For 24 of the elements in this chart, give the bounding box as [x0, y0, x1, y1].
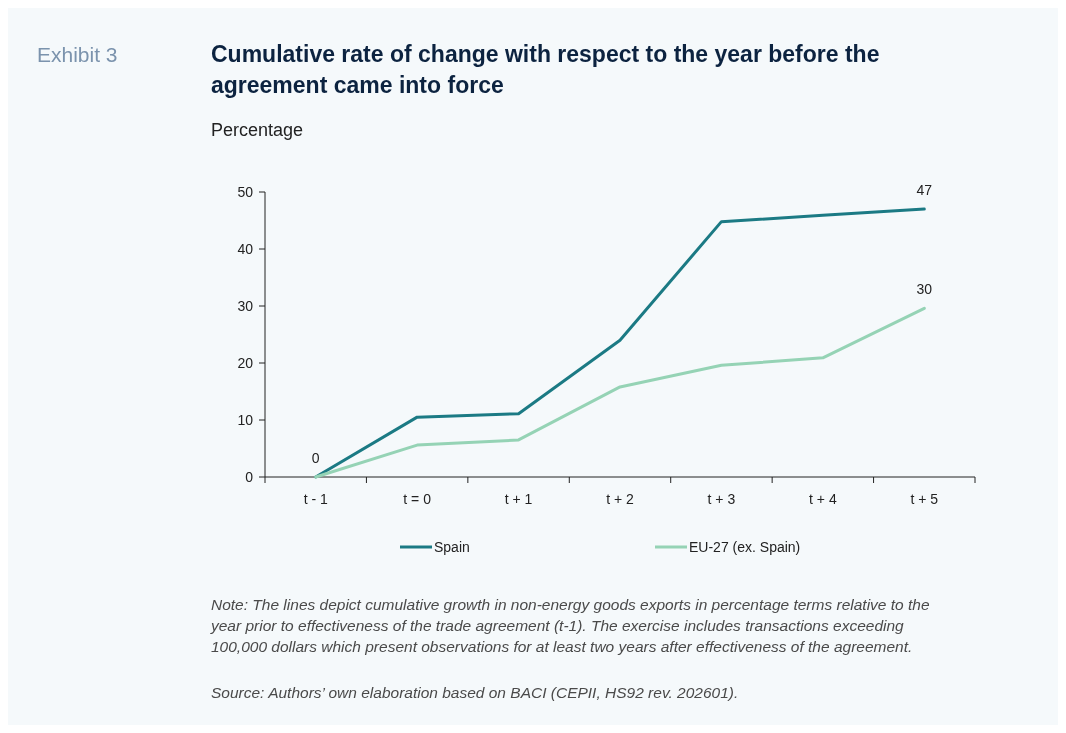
data-label: 47 — [916, 182, 933, 199]
text: Note: The lines depict cumulative growth in non-energy goods exports in percentage terms relative to the year prior to effectiveness of the trade agreement (t-1). The exercise includes transactions exceeding 100,000 dollars which present observations for at least two years after effectiveness of the agreement. — [210, 596, 930, 655]
y-tick-label: 40 — [237, 241, 254, 257]
data-label: 0 — [311, 450, 320, 466]
y-tick-label: 50 — [237, 184, 254, 200]
source-note: Source: Authors’ own elaboration based on BACI (CEPII, HS92 rev. 202601). — [211, 684, 739, 701]
y-tick-label: 20 — [237, 355, 254, 371]
y-axis-title: Percentage — [211, 120, 304, 140]
x-tick-label: t - 1 — [303, 491, 328, 507]
y-tick-label: 10 — [237, 412, 254, 428]
y-tick-label: 30 — [237, 298, 254, 314]
text: Exhibit 3 — [37, 43, 118, 66]
chart-title: Cumulative rate of change with respect to the year before the agreement came into force — [211, 41, 880, 98]
data-label: 30 — [916, 281, 933, 298]
line-series — [314, 306, 926, 479]
x-tick-label: t + 4 — [809, 491, 837, 507]
x-tick-label: t + 2 — [606, 491, 635, 507]
legend-label: Spain — [434, 539, 470, 555]
y-tick-label: 0 — [245, 469, 254, 485]
x-tick-label: t + 3 — [707, 491, 736, 507]
x-tick-label: t = 0 — [403, 491, 432, 507]
x-tick-label: t + 1 — [504, 491, 533, 507]
x-tick-label: t + 5 — [910, 491, 939, 507]
legend-label: EU-27 (ex. Spain) — [689, 539, 801, 555]
